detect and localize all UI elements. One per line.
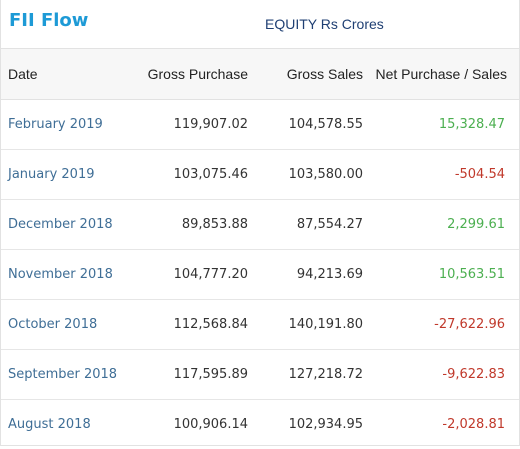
cell-date: November 2018 (1, 250, 136, 300)
cell-gross-sales: 140,191.80 (248, 300, 363, 350)
cell-gross-sales: 102,934.95 (248, 400, 363, 449)
cell-date: September 2018 (1, 350, 136, 400)
table-row: August 2018 100,906.14 102,934.95 -2,028… (1, 400, 519, 449)
cell-gross-purchase: 117,595.89 (136, 350, 248, 400)
cell-gross-sales: 127,218.72 (248, 350, 363, 400)
table-row: January 2019 103,075.46 103,580.00 -504.… (1, 150, 519, 200)
cell-date: August 2018 (1, 400, 136, 449)
cell-gross-purchase: 112,568.84 (136, 300, 248, 350)
column-header-net-purchase-sales: Net Purchase / Sales (363, 49, 519, 100)
cell-gross-sales: 94,213.69 (248, 250, 363, 300)
cell-gross-sales: 103,580.00 (248, 150, 363, 200)
cell-gross-purchase: 104,777.20 (136, 250, 248, 300)
cell-net: -9,622.83 (363, 350, 519, 400)
table-row: December 2018 89,853.88 87,554.27 2,299.… (1, 200, 519, 250)
cell-gross-sales: 87,554.27 (248, 200, 363, 250)
table-row: October 2018 112,568.84 140,191.80 -27,6… (1, 300, 519, 350)
cell-net: 15,328.47 (363, 100, 519, 150)
table-row: February 2019 119,907.02 104,578.55 15,3… (1, 100, 519, 150)
cell-net: 10,563.51 (363, 250, 519, 300)
cell-net: 2,299.61 (363, 200, 519, 250)
cell-date: October 2018 (1, 300, 136, 350)
cell-gross-purchase: 89,853.88 (136, 200, 248, 250)
cell-net: -504.54 (363, 150, 519, 200)
cell-gross-purchase: 103,075.46 (136, 150, 248, 200)
cell-date: January 2019 (1, 150, 136, 200)
table-row: November 2018 104,777.20 94,213.69 10,56… (1, 250, 519, 300)
cell-date: February 2019 (1, 100, 136, 150)
column-header-gross-sales: Gross Sales (248, 49, 363, 100)
header-row: Date Gross Purchase Gross Sales Net Purc… (1, 49, 519, 100)
cell-gross-purchase: 119,907.02 (136, 100, 248, 150)
cell-net: -2,028.81 (363, 400, 519, 449)
fii-flow-table: Date Gross Purchase Gross Sales Net Purc… (1, 48, 519, 449)
table-body: February 2019 119,907.02 104,578.55 15,3… (1, 100, 519, 449)
cell-gross-sales: 104,578.55 (248, 100, 363, 150)
column-header-date: Date (1, 49, 136, 100)
widget-subtitle: EQUITY Rs Crores (265, 16, 384, 32)
cell-gross-purchase: 100,906.14 (136, 400, 248, 449)
widget-header: FII Flow EQUITY Rs Crores (1, 0, 519, 48)
widget-title: FII Flow (9, 10, 88, 31)
column-header-gross-purchase: Gross Purchase (136, 49, 248, 100)
table-header: Date Gross Purchase Gross Sales Net Purc… (1, 49, 519, 100)
cell-date: December 2018 (1, 200, 136, 250)
table-row: September 2018 117,595.89 127,218.72 -9,… (1, 350, 519, 400)
cell-net: -27,622.96 (363, 300, 519, 350)
